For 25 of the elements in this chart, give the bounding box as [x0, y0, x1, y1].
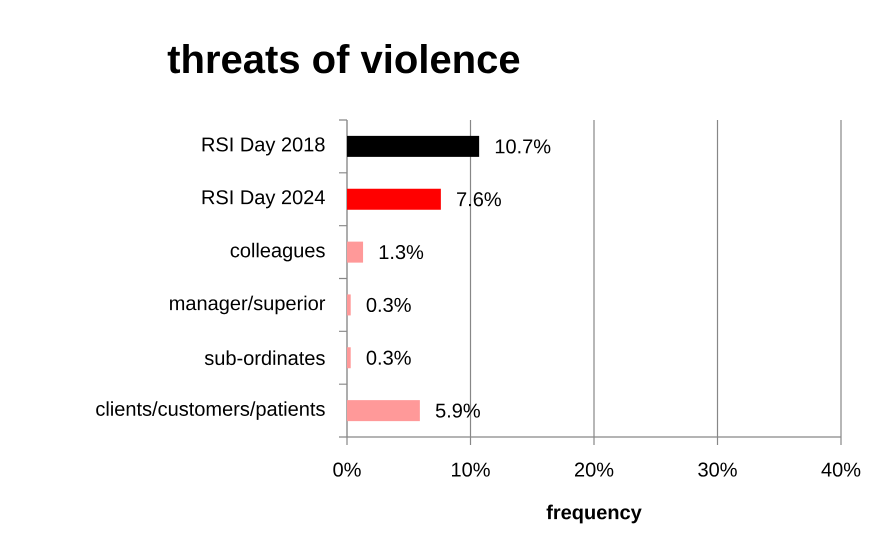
x-tick-label: 30% [698, 462, 737, 477]
x-tick-label: 40% [821, 462, 860, 477]
x-tick-label: 20% [574, 462, 614, 477]
bar [347, 136, 480, 157]
y-tick-label: RSI Day 2018 [202, 137, 325, 156]
x-tick-label: 10% [452, 462, 490, 477]
y-tick-label: manager/superior [170, 296, 326, 314]
data-label: 10.7% [496, 139, 550, 154]
bar [347, 347, 351, 368]
data-label: 0.3% [366, 298, 411, 312]
y-tick-label: colleagues [230, 242, 325, 262]
bar [347, 400, 420, 422]
data-label: 1.3% [380, 245, 424, 260]
data-label: 5.9% [436, 404, 480, 418]
y-tick-label: clients/customers/patients [96, 401, 325, 420]
data-label: 0.3% [366, 350, 411, 365]
bar [347, 242, 364, 263]
y-tick-label: sub-ordinates [204, 350, 325, 366]
bar [347, 188, 441, 210]
data-label: 7.6% [457, 192, 501, 206]
x-tick-label: 0% [333, 462, 361, 477]
y-tick-label: RSI Day 2024 [202, 190, 325, 208]
chart-title: threats of violence [168, 44, 520, 74]
x-axis-title: frequency [546, 504, 642, 524]
bar [347, 294, 351, 316]
